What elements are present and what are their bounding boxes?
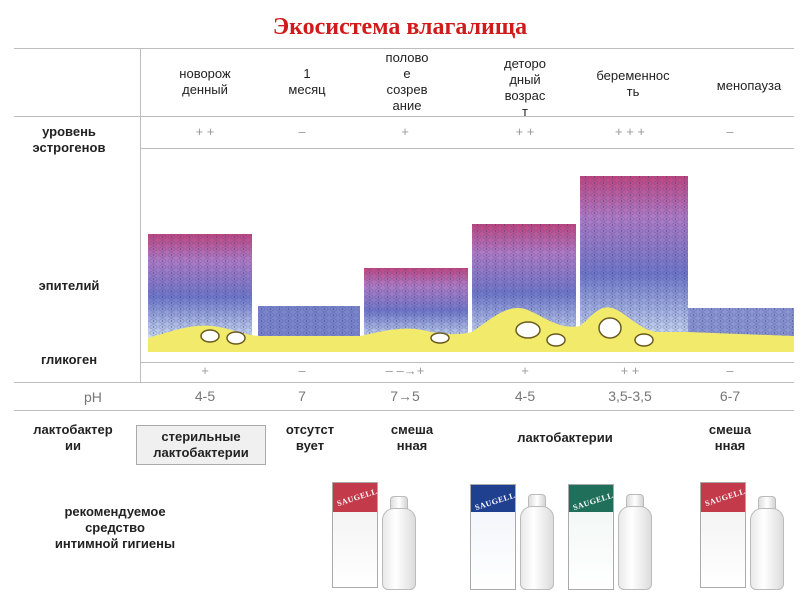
bacteria-menopause: смеша нная [708, 422, 752, 453]
epithelium-puberty [364, 268, 468, 340]
estrogen-level-puberty: + [401, 124, 409, 139]
divider-glycogen [140, 362, 794, 363]
stage-one-month: 1 месяц [288, 66, 326, 97]
glycogen-level-newborn: + [201, 363, 209, 378]
estrogen-level-menopause: – [726, 124, 734, 139]
row-label-recommended: рекомендуемое средство интимной гигиены [54, 504, 176, 551]
page-title: Экосистема влагалища [272, 14, 528, 40]
bacteria-one-month: отсутст вует [285, 422, 335, 453]
epithelium-illustration [148, 176, 794, 352]
stage-reproductive-age: детoро дный возрас т [503, 56, 547, 119]
row-label-estrogen: уровень эстрогенов [32, 124, 106, 155]
ph-value-pregnancy: 3,5-3,5 [608, 388, 652, 404]
divider-ph-bottom [14, 410, 794, 411]
glycogen-level-one-month: – [298, 363, 306, 378]
row-label-glycogen: гликоген [40, 352, 98, 367]
estrogen-level-one-month: – [298, 124, 306, 139]
ph-value-puberty: 7→5 [390, 388, 420, 404]
bacteria-puberty: смеша нная [390, 422, 434, 453]
glycogen-level-reproductive: + [521, 363, 529, 378]
product-group-pink-2: SAUGELLA [700, 482, 790, 590]
divider-estrogen-bottom [140, 148, 794, 149]
epithelium-pregnancy [580, 176, 688, 340]
ph-value-reproductive: 4-5 [514, 388, 536, 404]
divider-estrogen [14, 116, 794, 117]
ph-value-menopause: 6-7 [719, 388, 741, 404]
glycogen-layer [148, 307, 794, 352]
divider-vertical [140, 48, 141, 383]
product-group-green: SAUGELLA [568, 482, 660, 590]
divider-top [14, 48, 794, 49]
divider-ph-top [14, 382, 794, 383]
row-label-lactobacilli: лактобактер ии [33, 422, 113, 453]
epithelium-one-month [258, 306, 360, 340]
estrogen-level-pregnancy: + + + [615, 124, 645, 139]
row-label-epithelium: эпителий [38, 278, 100, 293]
product-group-pink-1: SAUGELLA [332, 482, 422, 590]
bacteria-newborn: стерильные лактобактерии [136, 425, 266, 465]
epithelium-newborn [148, 234, 252, 339]
ph-value-newborn: 4-5 [194, 388, 216, 404]
estrogen-level-reproductive: + + [515, 124, 535, 139]
estrogen-level-newborn: + + [195, 124, 215, 139]
stage-puberty: полово е созрев ание [385, 50, 429, 113]
product-group-blue: SAUGELLA [470, 482, 562, 590]
ph-value-one-month: 7 [298, 388, 306, 404]
stage-menopause: менопауза [716, 78, 782, 93]
stage-pregnancy: беременнос ть [596, 68, 670, 99]
bacteria-reproductive-pregnancy: лактобактерии [517, 430, 613, 445]
glycogen-level-menopause: – [726, 363, 734, 378]
glycogen-level-puberty: – –→+ [385, 363, 425, 378]
stage-newborn: новорож денный [179, 66, 231, 97]
glycogen-level-pregnancy: + + [620, 363, 640, 378]
ph-label: pH [84, 389, 102, 405]
